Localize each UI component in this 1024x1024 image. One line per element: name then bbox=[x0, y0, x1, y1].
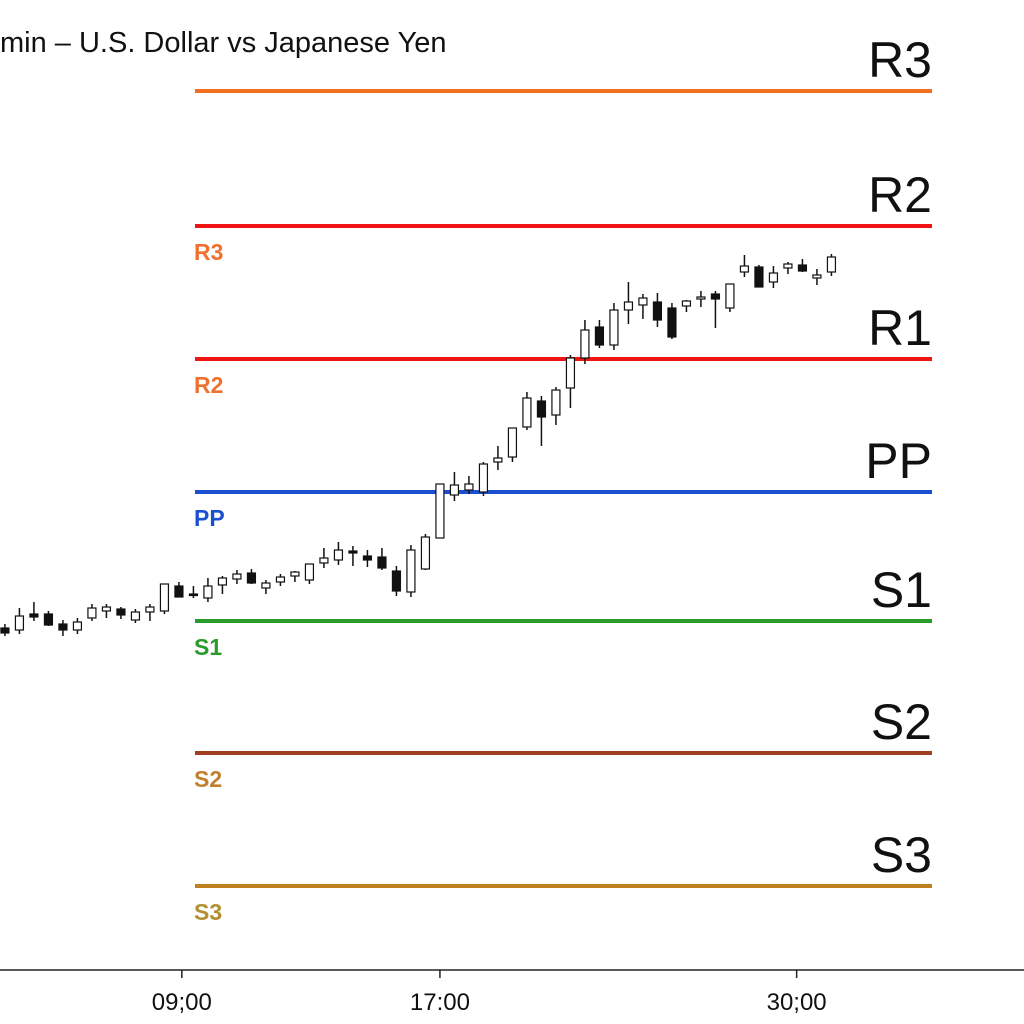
candle-body bbox=[594, 326, 605, 346]
candle-body bbox=[725, 283, 735, 309]
candle-body bbox=[188, 593, 199, 597]
candle-body bbox=[362, 555, 373, 561]
candle-body bbox=[72, 621, 83, 631]
candle-body bbox=[826, 256, 837, 273]
candle-body bbox=[768, 272, 779, 283]
candle-body bbox=[217, 577, 228, 586]
candle-body bbox=[623, 301, 634, 311]
candle-body bbox=[232, 573, 242, 580]
candle-body bbox=[406, 549, 416, 593]
candle-body bbox=[348, 550, 358, 554]
candle-body bbox=[681, 300, 692, 307]
candle-body bbox=[290, 571, 300, 577]
candle-body bbox=[449, 484, 460, 496]
candle-body bbox=[580, 329, 590, 359]
candle-body bbox=[783, 263, 793, 269]
side-label: PP bbox=[194, 505, 225, 531]
pivot-label: S2 bbox=[871, 694, 932, 750]
candle-body bbox=[87, 607, 97, 619]
candle-body bbox=[536, 400, 547, 418]
pivot-label: R1 bbox=[868, 300, 932, 356]
candle-body bbox=[304, 563, 315, 581]
candle-body bbox=[391, 570, 402, 592]
candle-body bbox=[507, 427, 518, 458]
candle-body bbox=[159, 583, 170, 612]
pivot-label: R2 bbox=[868, 167, 932, 223]
candle-body bbox=[710, 293, 721, 300]
candle-body bbox=[43, 613, 54, 626]
x-tick-label: 17:00 bbox=[410, 989, 470, 1016]
candle-body bbox=[565, 357, 576, 389]
candle-body bbox=[203, 585, 213, 599]
side-label: R3 bbox=[194, 239, 223, 265]
pivot-label: R3 bbox=[868, 32, 932, 88]
candle-body bbox=[493, 457, 503, 463]
side-label: S3 bbox=[194, 899, 222, 925]
candle-body bbox=[130, 611, 141, 621]
candle-body bbox=[333, 549, 344, 561]
candle-body bbox=[0, 627, 10, 634]
candle-body bbox=[667, 307, 677, 338]
candle-body bbox=[29, 613, 39, 618]
candle-body bbox=[609, 309, 619, 346]
candle-body bbox=[420, 536, 431, 570]
pivot-label: PP bbox=[865, 433, 932, 489]
candle-body bbox=[246, 572, 257, 584]
candle-body bbox=[261, 582, 271, 589]
candle-body bbox=[145, 606, 155, 613]
pivot-label: S3 bbox=[871, 827, 932, 883]
candle-body bbox=[435, 483, 445, 539]
candle-body bbox=[638, 297, 648, 306]
candle-body bbox=[377, 556, 387, 569]
side-label: S1 bbox=[194, 634, 222, 660]
candle-body bbox=[754, 266, 764, 288]
candle-body bbox=[464, 483, 474, 491]
candle-body bbox=[812, 274, 822, 279]
candle-body bbox=[551, 389, 561, 416]
side-label: S2 bbox=[194, 766, 222, 792]
x-tick-label: 09;00 bbox=[152, 989, 212, 1016]
candle-body bbox=[275, 576, 286, 583]
candle-body bbox=[652, 301, 663, 321]
side-label: R2 bbox=[194, 372, 223, 398]
chart-title: min – U.S. Dollar vs Japanese Yen bbox=[0, 27, 447, 59]
candle-body bbox=[319, 557, 329, 564]
candle-body bbox=[116, 608, 126, 616]
candle-body bbox=[739, 265, 750, 273]
pivot-label: S1 bbox=[871, 562, 932, 618]
candle-body bbox=[174, 585, 184, 598]
candle-body bbox=[797, 264, 808, 272]
x-tick-label: 30;00 bbox=[767, 989, 827, 1016]
candle-body bbox=[14, 615, 25, 631]
candle-body bbox=[58, 623, 68, 631]
candle-body bbox=[522, 397, 532, 428]
candle-body bbox=[696, 296, 706, 300]
candle-body bbox=[101, 606, 112, 612]
candle-body bbox=[478, 463, 489, 493]
